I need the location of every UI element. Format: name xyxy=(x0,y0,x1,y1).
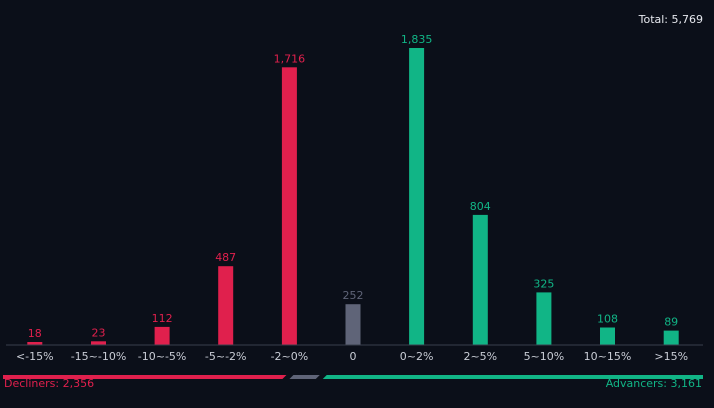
x-tick-label: 10~15% xyxy=(584,350,632,363)
advancers-count-label: Advancers: 3,161 xyxy=(605,377,702,390)
total-count-label: Total: 5,769 xyxy=(638,13,703,26)
x-tick-label: -15~-10% xyxy=(71,350,127,363)
bar-5 xyxy=(281,67,297,346)
bar-3 xyxy=(154,326,170,345)
x-tick-label: -5~-2% xyxy=(205,350,247,363)
x-tick-label: <-15% xyxy=(16,350,54,363)
x-tick-label: -2~0% xyxy=(271,350,309,363)
bar-value-label: 112 xyxy=(152,312,173,325)
bar-value-label: 804 xyxy=(470,200,491,213)
bar-1 xyxy=(27,342,43,345)
bar-value-label: 1,716 xyxy=(274,52,306,65)
x-tick-label: -10~-5% xyxy=(138,350,187,363)
bar-value-label: 1,835 xyxy=(401,33,433,46)
bar-4 xyxy=(218,266,234,345)
x-tick-label: 0~2% xyxy=(400,350,434,363)
bar-value-label: 252 xyxy=(343,289,364,302)
bar-9 xyxy=(536,292,552,345)
x-tick-label: >15% xyxy=(654,350,688,363)
unchanged-breadth-segment xyxy=(289,375,320,379)
bar-value-label: 89 xyxy=(664,316,678,329)
x-tick-label: 5~10% xyxy=(524,350,565,363)
bar-2 xyxy=(91,341,106,345)
bar-value-label: 325 xyxy=(533,277,554,290)
x-tick-label: 2~5% xyxy=(463,350,497,363)
x-tick-label: 0 xyxy=(350,350,357,363)
bar-value-label: 23 xyxy=(92,326,106,339)
bar-value-label: 108 xyxy=(597,313,618,326)
bar-6 xyxy=(345,304,361,345)
decliners-breadth-segment xyxy=(3,375,287,379)
bar-10 xyxy=(600,327,615,345)
bar-11 xyxy=(663,330,679,345)
bar-value-label: 487 xyxy=(215,251,236,264)
bar-value-label: 18 xyxy=(28,327,42,340)
advancers-breadth-segment xyxy=(322,375,703,379)
decliners-count-label: Decliners: 2,356 xyxy=(4,377,95,390)
bar-7 xyxy=(409,48,425,345)
bar-8 xyxy=(472,214,488,345)
